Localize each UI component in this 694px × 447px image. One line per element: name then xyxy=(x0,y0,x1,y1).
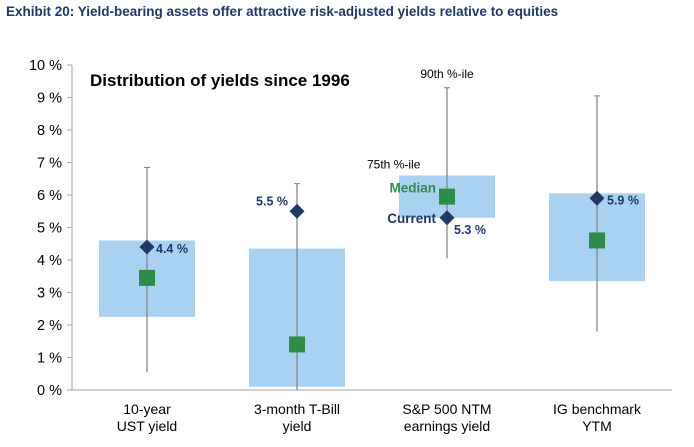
y-tick-label: 10 % xyxy=(29,58,62,74)
current-value-label: 4.4 % xyxy=(156,242,188,256)
exhibit-title: Exhibit 20: Yield-bearing assets offer a… xyxy=(6,4,559,19)
marks xyxy=(139,188,605,353)
median-marker xyxy=(439,188,455,205)
current-value-label: 5.9 % xyxy=(607,193,639,207)
current-annotation: Current xyxy=(387,211,436,226)
current-value-label: 5.3 % xyxy=(454,223,486,237)
current-marker xyxy=(439,210,455,226)
y-tick-label: 8 % xyxy=(37,123,62,139)
category-label: IG benchmark xyxy=(553,401,642,417)
y-axis: 0 % 1 % 2 % 3 % 4 % 5 % 6 % 7 % 8 % 9 % 10 % xyxy=(29,58,672,399)
category-label: S&P 500 NTM xyxy=(402,401,491,417)
y-tick-label: 7 % xyxy=(37,156,62,172)
y-tick-label: 9 % xyxy=(37,91,62,107)
category-label: 3-month T-Bill xyxy=(254,401,340,417)
median-annotation: Median xyxy=(389,181,436,196)
chart-title: Distribution of yields since 1996 xyxy=(90,71,350,90)
boxes xyxy=(99,87,645,390)
y-tick-label: 4 % xyxy=(37,253,62,269)
category-label: earnings yield xyxy=(404,418,490,434)
category-label: yield xyxy=(283,418,312,434)
y-tick-label: 5 % xyxy=(37,221,62,237)
current-marker xyxy=(589,190,605,206)
y-tick-label: 6 % xyxy=(37,188,62,204)
y-tick-label: 0 % xyxy=(37,383,62,399)
median-marker xyxy=(139,269,155,286)
current-marker xyxy=(289,203,305,219)
current-value-label: 5.5 % xyxy=(256,194,288,208)
current-marker xyxy=(139,239,155,255)
p90-annotation: 90th %-ile xyxy=(420,67,474,81)
category-label: UST yield xyxy=(117,418,177,434)
category-label: YTM xyxy=(582,418,612,434)
p75-annotation: 75th %-ile xyxy=(367,158,421,172)
y-tick-label: 1 % xyxy=(37,351,62,367)
y-tick-label: 3 % xyxy=(37,286,62,302)
y-tick-label: 2 % xyxy=(37,318,62,334)
median-marker xyxy=(589,232,605,249)
median-marker xyxy=(289,336,305,353)
category-label: 10-year xyxy=(123,401,171,417)
